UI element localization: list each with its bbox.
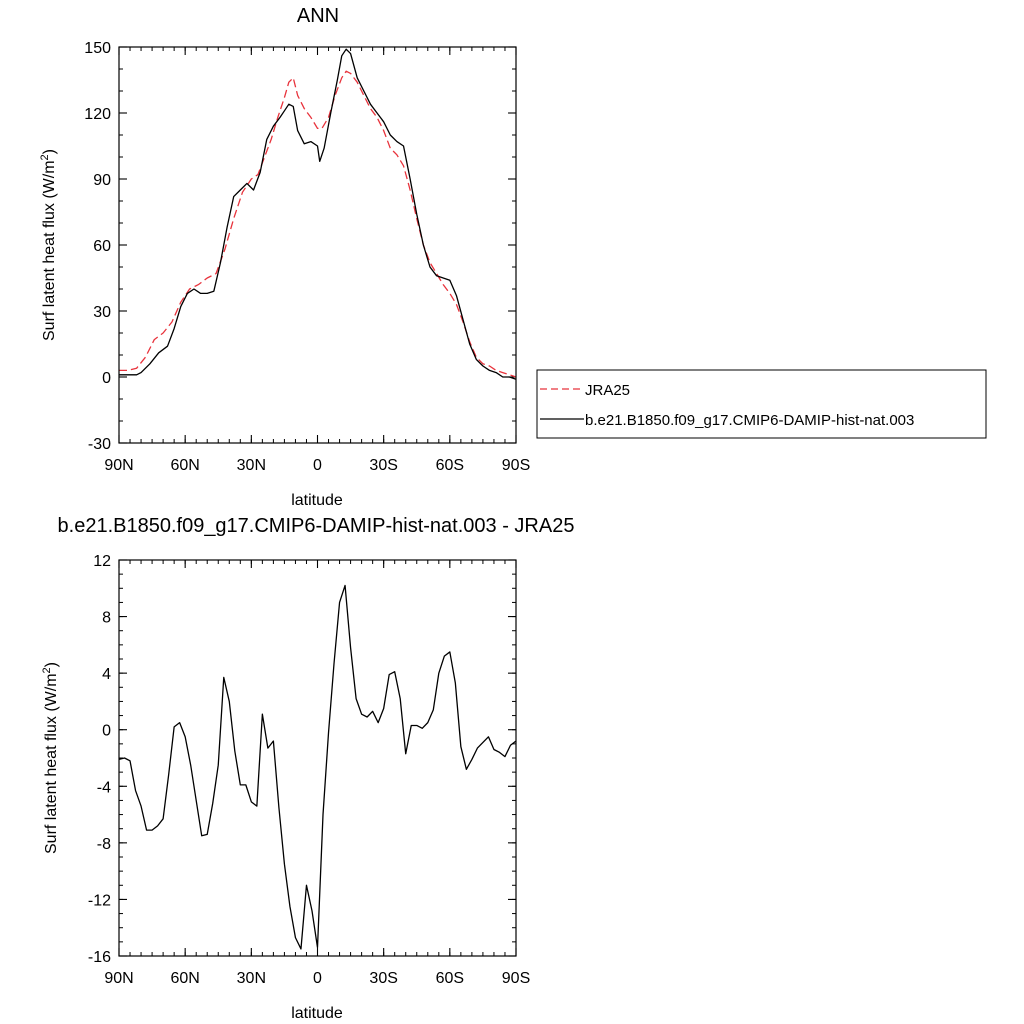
bottom-chart-title: b.e21.B1850.f09_g17.CMIP6-DAMIP-hist-nat…: [58, 515, 575, 537]
top-y-tick-label: 30: [93, 304, 111, 321]
bottom-x-tick-label: 0: [313, 970, 322, 987]
bottom-ticks: 90N 60N 30N 0 30S 60S 90S 12 8 4 0 -4 -8 -12 -16: [88, 553, 530, 987]
legend-label-model: b.e21.B1850.f09_g17.CMIP6-DAMIP-hist-nat…: [585, 412, 914, 429]
top-x-tick-label: 90N: [104, 457, 133, 474]
top-y-tick-label: -30: [88, 436, 111, 453]
legend-box: [536, 369, 987, 439]
bottom-plot-frame: [118, 559, 517, 957]
top-panel: ANN 90N 60N 30N 0 30S 60S 90S1501209060300-30 …: [39, 5, 530, 509]
legend: JRA25 b.e21.B1850.f09_g17.CMIP6-DAMIP-hi…: [536, 369, 987, 439]
top-ticks: 90N 60N 30N 0 30S 60S 90S 150 120 90 60 30 0 -30: [84, 40, 530, 474]
bottom-y-axis-label: Surf latent heat flux (W/m2): [41, 662, 60, 854]
top-x-tick-label: 60S: [436, 457, 464, 474]
bottom-x-tick-label: 30N: [237, 970, 266, 987]
top-series-line-model: [119, 48, 517, 380]
bottom-y-tick-label: 4: [102, 666, 111, 683]
top-x-tick-label: 60N: [170, 457, 199, 474]
top-x-axis-label: latitude: [291, 492, 343, 509]
bottom-y-tick-label: 8: [102, 610, 111, 627]
top-chart-title: ANN: [297, 5, 339, 27]
top-x-tick-label: 90S: [502, 457, 530, 474]
top-x-tick-label: 30S: [369, 457, 397, 474]
bottom-y-tick-label: 0: [102, 723, 111, 740]
top-series-lines: [119, 48, 517, 380]
top-plot-frame: [118, 46, 517, 444]
top-series-line-jra25: [119, 70, 517, 378]
top-y-tick-label: 60: [93, 238, 111, 255]
bottom-y-tick-label: -8: [97, 836, 111, 853]
bottom-panel: b.e21.B1850.f09_g17.CMIP6-DAMIP-hist-nat…: [41, 515, 574, 1022]
legend-label-jra25: JRA25: [585, 382, 630, 399]
bottom-y-tick-label: -4: [97, 779, 111, 796]
top-y-tick-label: 150: [84, 40, 111, 57]
bottom-y-tick-label: -12: [88, 892, 111, 909]
bottom-x-tick-label: 60N: [170, 970, 199, 987]
bottom-series-lines: [118, 584, 517, 950]
top-y-axis-label: Surf latent heat flux (W/m2): [39, 149, 58, 341]
bottom-x-tick-label: 30S: [369, 970, 397, 987]
bottom-y-tick-label: 12: [93, 553, 111, 570]
top-x-tick-label: 30N: [237, 457, 266, 474]
bottom-x-tick-label: 90N: [104, 970, 133, 987]
top-y-tick-label: 120: [84, 106, 111, 123]
bottom-x-axis-label: latitude: [291, 1005, 343, 1022]
top-y-tick-label: 90: [93, 172, 111, 189]
top-x-tick-label: 0: [313, 457, 322, 474]
top-y-tick-label: 0: [102, 370, 111, 387]
bottom-x-tick-label: 60S: [436, 970, 464, 987]
bottom-series-line-difference: [118, 584, 517, 950]
bottom-x-tick-label: 90S: [502, 970, 530, 987]
bottom-y-tick-label: -16: [88, 949, 111, 966]
